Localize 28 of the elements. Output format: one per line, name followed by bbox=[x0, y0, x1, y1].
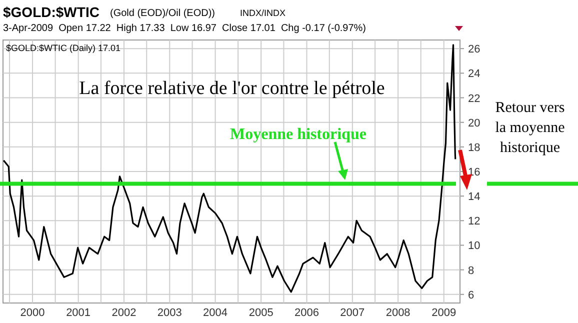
y-tick-label: 8 bbox=[468, 264, 474, 277]
y-tick-label: 6 bbox=[468, 289, 474, 302]
y-tick-label: 24 bbox=[468, 68, 480, 80]
annotation: $GOLD:$WTIC (Daily) 17.01 bbox=[6, 43, 121, 53]
y-tick-label: 26 bbox=[468, 44, 480, 56]
y-tick-label: 18 bbox=[468, 142, 480, 154]
x-tick-label: 2001 bbox=[66, 307, 91, 319]
y-tick-label: 12 bbox=[468, 216, 480, 228]
y-tick-label: 20 bbox=[468, 117, 480, 130]
y-tick-label: 10 bbox=[468, 240, 480, 252]
x-tick-label: 2009 bbox=[432, 307, 456, 319]
text: 3-Apr-2009 Open 17.22 High 17.33 Low 16.97 Close 17.01 Chg -0.17 (-0.97%) bbox=[3, 23, 366, 34]
x-tick-label: 2008 bbox=[386, 307, 410, 319]
x-tick-label: 2004 bbox=[203, 307, 228, 319]
ref-line-label: Moyenne historique bbox=[230, 126, 366, 143]
y-tick-label: 14 bbox=[468, 191, 480, 204]
x-tick-label: 2007 bbox=[340, 307, 365, 319]
text: $GOLD:$WTIC bbox=[3, 4, 100, 20]
x-tick-label: 2002 bbox=[112, 307, 136, 319]
x-tick-label: 2003 bbox=[157, 307, 182, 319]
text: INDX/INDX bbox=[240, 8, 286, 18]
y-tick-label: 22 bbox=[468, 92, 480, 105]
x-tick-label: 2006 bbox=[294, 307, 319, 319]
text: (Gold (EOD)/Oil (EOD)) bbox=[110, 8, 215, 19]
text: La force relative de l'or contre le pétrole bbox=[79, 78, 385, 99]
x-tick-label: 2000 bbox=[20, 307, 45, 319]
x-tick-label: 2005 bbox=[248, 307, 274, 319]
text: Retour vers la moyenne historique bbox=[495, 100, 566, 156]
